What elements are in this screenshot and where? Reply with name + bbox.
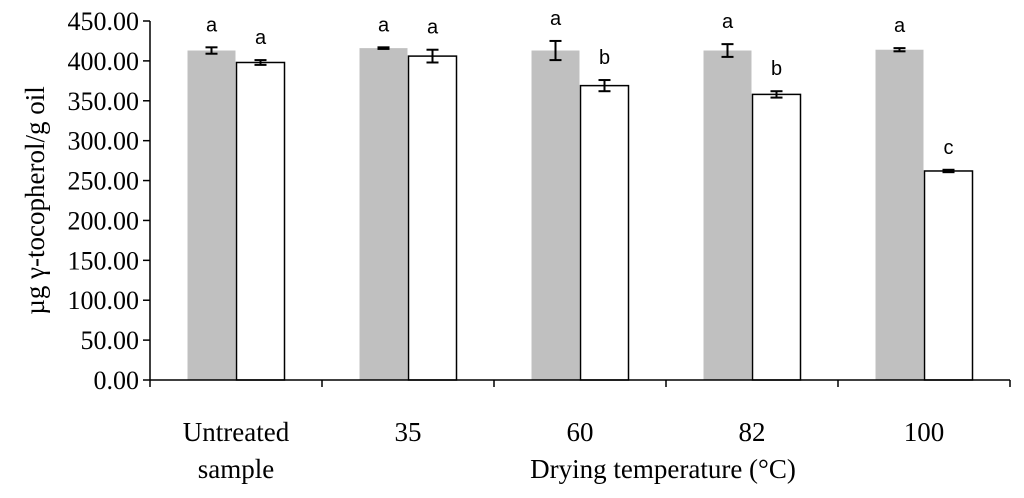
bar-series-gray-3 — [703, 50, 752, 381]
x-axis-title: Drying temperature (°C) — [530, 454, 796, 484]
y-tick-label: 400.00 — [68, 47, 140, 76]
x-category-label: 82 — [739, 417, 766, 447]
x-category-label: sample — [198, 454, 274, 484]
significance-label: a — [550, 8, 562, 30]
y-tick-label: 200.00 — [68, 206, 140, 235]
bar-series-white-3 — [751, 93, 802, 381]
significance-label: b — [771, 58, 782, 80]
x-category-label: 60 — [567, 417, 594, 447]
bar-series-white-2 — [579, 84, 630, 381]
significance-label: c — [944, 137, 954, 159]
axes — [149, 21, 1011, 387]
significance-label: a — [427, 17, 439, 39]
y-tick-label: 0.00 — [94, 366, 140, 395]
x-category-label: 100 — [904, 417, 945, 447]
significance-label: b — [599, 47, 610, 69]
bar-series-white-4 — [923, 170, 974, 381]
y-tick-label: 450.00 — [68, 7, 140, 36]
bar-series-white-1 — [407, 55, 458, 381]
bar-series-gray-0 — [187, 50, 236, 381]
x-axis-category-labels: Untreated sample 35 60 82 100 — [183, 417, 944, 484]
x-category-label: Untreated — [183, 417, 290, 447]
significance-label: a — [722, 11, 734, 33]
bar-series-gray-1 — [359, 48, 408, 380]
y-axis-ticks: 0.00 50.00 100.00 150.00 200.00 250.00 300.00 3… — [68, 7, 150, 395]
y-tick-label: 350.00 — [68, 87, 140, 116]
significance-label: a — [255, 27, 267, 49]
significance-label: a — [206, 14, 218, 36]
y-tick-label: 300.00 — [68, 127, 140, 156]
y-tick-label: 100.00 — [68, 286, 140, 315]
y-tick-label: 250.00 — [68, 167, 140, 196]
x-category-label: 35 — [395, 417, 422, 447]
y-axis-title: µg γ-tocopherol/g oil — [20, 86, 50, 314]
bars: a a a a a a a b b c — [187, 8, 974, 381]
significance-label: a — [894, 15, 906, 37]
bar-series-white-0 — [235, 61, 286, 381]
y-tick-label: 150.00 — [68, 246, 140, 275]
y-tick-label: 50.00 — [81, 326, 140, 355]
significance-label: a — [378, 14, 390, 36]
bar-series-gray-2 — [531, 50, 580, 381]
bar-series-gray-4 — [875, 49, 924, 380]
